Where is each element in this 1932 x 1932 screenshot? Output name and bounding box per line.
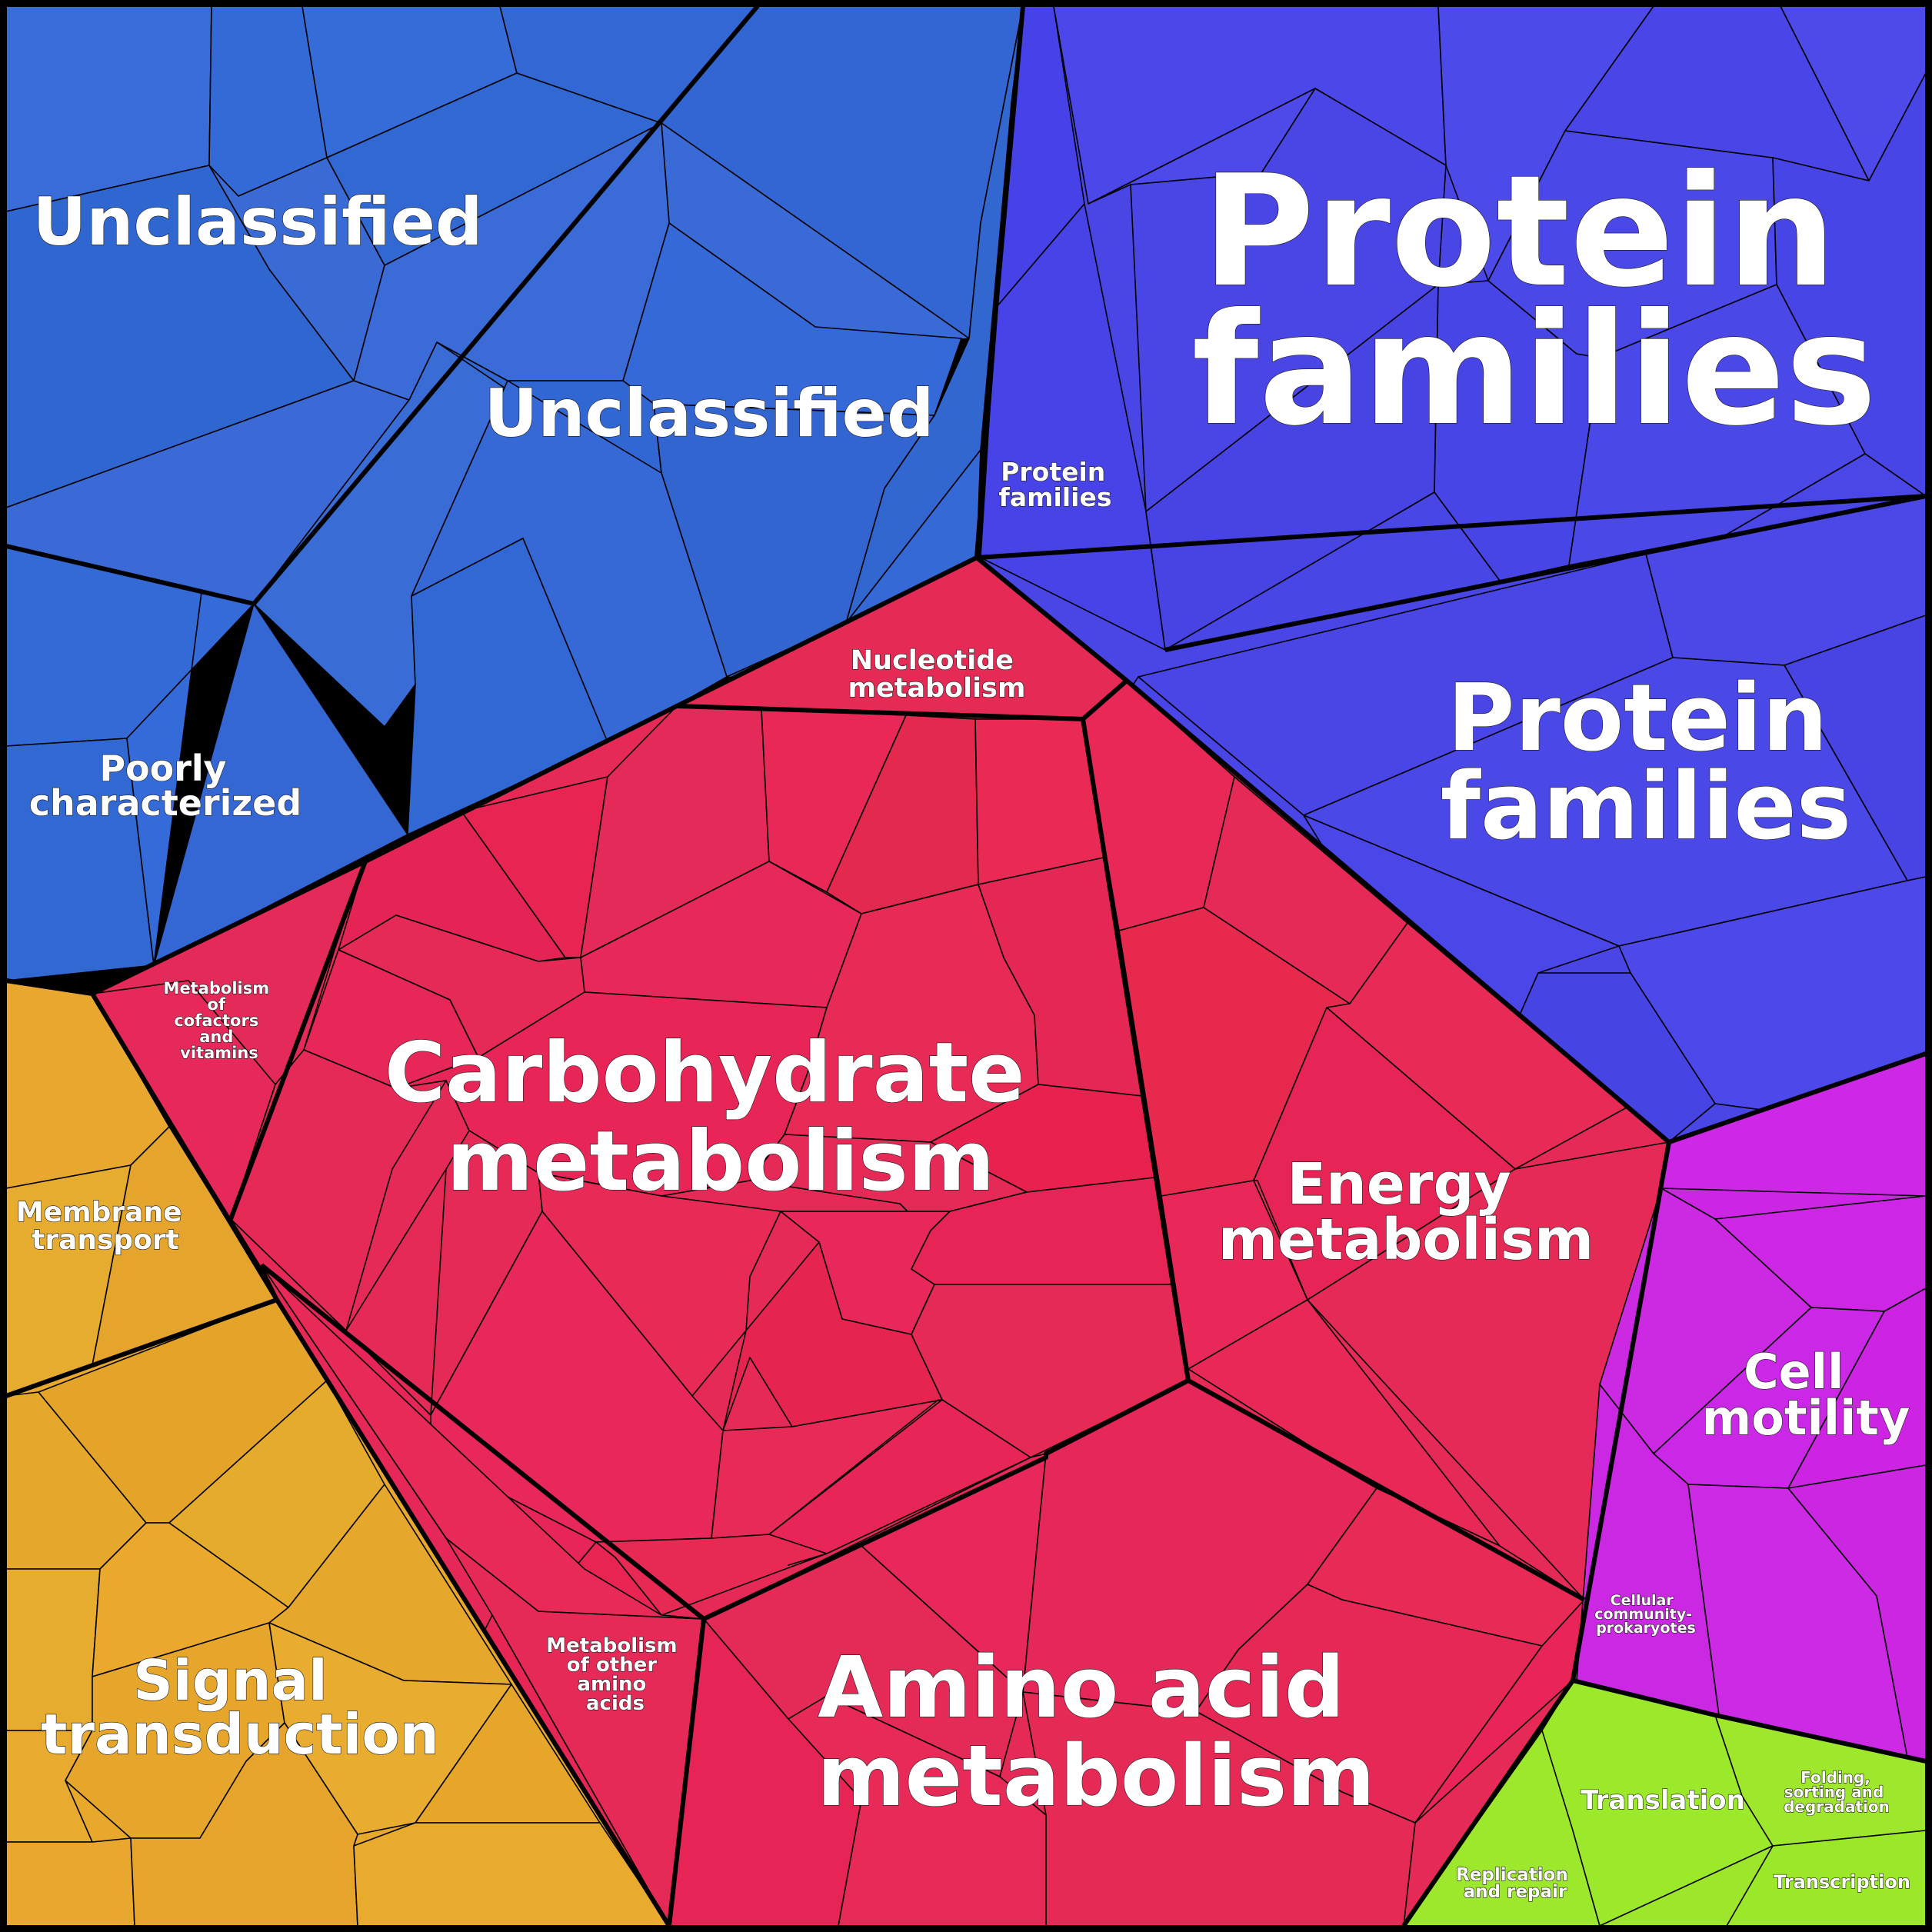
label-amino-acid-metabolism: Amino acid metabolism bbox=[817, 1638, 1375, 1825]
label-protein-families-large: Protein families bbox=[1192, 142, 1890, 460]
label-folding-sorting-degradation: Folding, sorting and degradation bbox=[1784, 1768, 1890, 1816]
label-energy-metabolism: Energy metabolism bbox=[1218, 1151, 1594, 1273]
label-transcription: Transcription bbox=[1774, 1871, 1910, 1893]
region-genetic-info bbox=[1403, 1680, 1927, 1927]
label-cell-motility: Cell motility bbox=[1702, 1344, 1910, 1446]
label-translation: Translation bbox=[1581, 1785, 1745, 1816]
protein-families-field bbox=[980, 5, 1927, 1274]
label-unclassified-1: Unclassified bbox=[32, 184, 482, 261]
label-protein-families-mid: Protein families bbox=[1441, 665, 1860, 861]
label-signal-transduction: Signal transduction bbox=[41, 1648, 439, 1767]
region-unclassified bbox=[5, 5, 1024, 981]
label-membrane-transport: Membrane transport bbox=[16, 1197, 192, 1256]
labels: Unclassified Unclassified Poorly charact… bbox=[15, 142, 1910, 1902]
label-metabolism-other-amino-acids: Metabolism of other amino acids bbox=[546, 1634, 684, 1715]
label-poorly-characterized: Poorly characterized bbox=[29, 748, 302, 824]
label-cellular-community: Cellular community- prokaryotes bbox=[1594, 1592, 1697, 1637]
label-metabolism-cofactors: Metabolism of cofactors and vitamins bbox=[164, 979, 275, 1062]
label-replication-repair: Replication and repair bbox=[1456, 1865, 1574, 1902]
label-unclassified-2: Unclassified bbox=[484, 375, 934, 452]
label-nucleotide-metabolism: Nucleotide metabolism bbox=[848, 645, 1026, 704]
region-metabolism bbox=[92, 557, 1670, 1927]
region-environmental-info bbox=[5, 980, 670, 1927]
label-carbohydrate-metabolism: Carbohydrate metabolism bbox=[385, 1025, 1054, 1210]
label-protein-families-small: Protein families bbox=[999, 457, 1114, 512]
